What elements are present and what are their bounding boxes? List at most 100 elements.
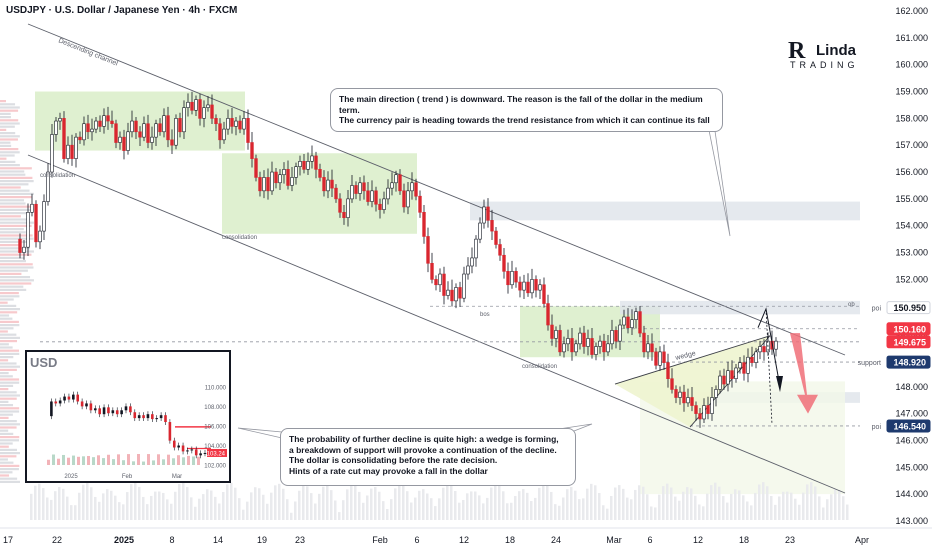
- logo-sub: TRADING: [790, 60, 859, 70]
- volume-bar: [778, 496, 781, 520]
- volume-profile-bar: [0, 442, 13, 445]
- price-axis[interactable]: [860, 0, 932, 550]
- trader-logo: R Linda TRADING: [788, 38, 868, 76]
- candle-up: [22, 246, 26, 253]
- volume-bar: [326, 485, 329, 520]
- candle-down: [134, 120, 138, 133]
- volume-profile-bar: [0, 151, 20, 154]
- price-tick-label: 153.000: [895, 248, 928, 258]
- volume-bar: [118, 502, 121, 520]
- time-tick-label: 14: [213, 535, 223, 545]
- inset-candle-up: [177, 445, 180, 448]
- price-tag-note: support: [858, 360, 881, 367]
- volume-profile-bar: [0, 298, 14, 301]
- candle-down: [254, 158, 258, 178]
- volume-bar: [638, 485, 641, 520]
- candle-down: [502, 254, 506, 272]
- inset-volume-bar: [162, 459, 165, 465]
- candle-up: [58, 118, 62, 122]
- volume-bar: [218, 503, 221, 520]
- time-tick-label: 23: [785, 535, 795, 545]
- candle-down: [86, 123, 90, 133]
- candle-up: [346, 198, 350, 218]
- volume-bar: [78, 492, 81, 520]
- candle-down: [730, 370, 734, 380]
- volume-bar: [826, 499, 829, 520]
- volume-bar: [150, 495, 153, 520]
- volume-bar: [82, 484, 85, 520]
- volume-profile-bar: [0, 100, 6, 103]
- volume-bar: [418, 490, 421, 520]
- price-tag-value: 150.160: [893, 324, 926, 334]
- volume-bar: [446, 482, 449, 520]
- inset-candle-down: [115, 410, 119, 415]
- time-tick-label: 12: [459, 535, 469, 545]
- volume-bar: [142, 496, 145, 520]
- volume-bar: [406, 491, 409, 520]
- candle-down: [230, 118, 234, 127]
- volume-profile-bar: [0, 272, 22, 275]
- candle-up: [278, 174, 282, 184]
- volume-bar: [834, 489, 837, 520]
- volume-profile-bar: [0, 320, 19, 323]
- volume-profile-bar: [0, 407, 20, 410]
- volume-bar: [34, 485, 37, 520]
- candle-up: [234, 120, 238, 127]
- volume-profile-bar: [0, 116, 11, 119]
- inset-candle-up: [72, 394, 75, 400]
- inset-candle-down: [80, 401, 84, 407]
- volume-bar: [182, 482, 185, 520]
- candle-down: [498, 244, 502, 256]
- volume-profile-bar: [0, 141, 11, 144]
- chart-title: USDJPY · U.S. Dollar / Japanese Yen · 4h…: [6, 5, 238, 16]
- volume-profile-bar: [0, 397, 17, 400]
- candle-up: [82, 123, 86, 141]
- volume-bar: [386, 509, 389, 520]
- volume-profile-bar: [0, 468, 19, 471]
- volume-bar: [402, 484, 405, 520]
- volume-bar: [162, 492, 165, 520]
- volume-bar: [618, 485, 621, 520]
- logo-letter: R: [788, 38, 806, 64]
- inset-candle-down: [67, 396, 71, 400]
- volume-bar: [722, 496, 725, 520]
- volume-profile-bar: [0, 349, 20, 352]
- inset-price-tick: 108.000: [204, 405, 226, 411]
- zone-ob: [620, 300, 860, 315]
- candle-up: [482, 206, 486, 224]
- candle-up: [610, 330, 614, 345]
- volume-profile-bar: [0, 314, 10, 317]
- volume-bar: [350, 483, 353, 520]
- volume-profile-bar: [0, 448, 17, 451]
- candle-down: [354, 185, 358, 194]
- candle-down: [670, 378, 674, 390]
- candle-up: [42, 201, 46, 232]
- volume-bar: [506, 503, 509, 520]
- volume-profile-bar: [0, 346, 13, 349]
- inset-volume-bar: [102, 458, 105, 465]
- inset-candle-down: [129, 406, 132, 413]
- candle-down: [170, 139, 174, 146]
- time-axis[interactable]: [0, 528, 932, 550]
- volume-profile-bar: [0, 340, 18, 343]
- volume-bar: [558, 505, 561, 520]
- volume-bar: [738, 490, 741, 520]
- volume-bar: [242, 509, 245, 520]
- inset-candle-down: [164, 415, 167, 423]
- inset-volume-bar: [152, 460, 155, 465]
- volume-bar: [606, 508, 609, 520]
- inset-volume-bar: [182, 457, 185, 465]
- candle-down: [762, 346, 766, 353]
- consolidation-label-3: consolidation: [522, 364, 557, 370]
- candle-up: [754, 351, 758, 363]
- volume-bar: [230, 482, 233, 520]
- volume-bar: [114, 495, 117, 520]
- candle-up: [634, 311, 638, 320]
- volume-bar: [214, 496, 217, 520]
- candle-down: [450, 289, 454, 302]
- inset-volume-bar: [72, 455, 75, 465]
- volume-bar: [666, 483, 669, 520]
- price-tag: [886, 419, 931, 433]
- volume-bar: [146, 504, 149, 520]
